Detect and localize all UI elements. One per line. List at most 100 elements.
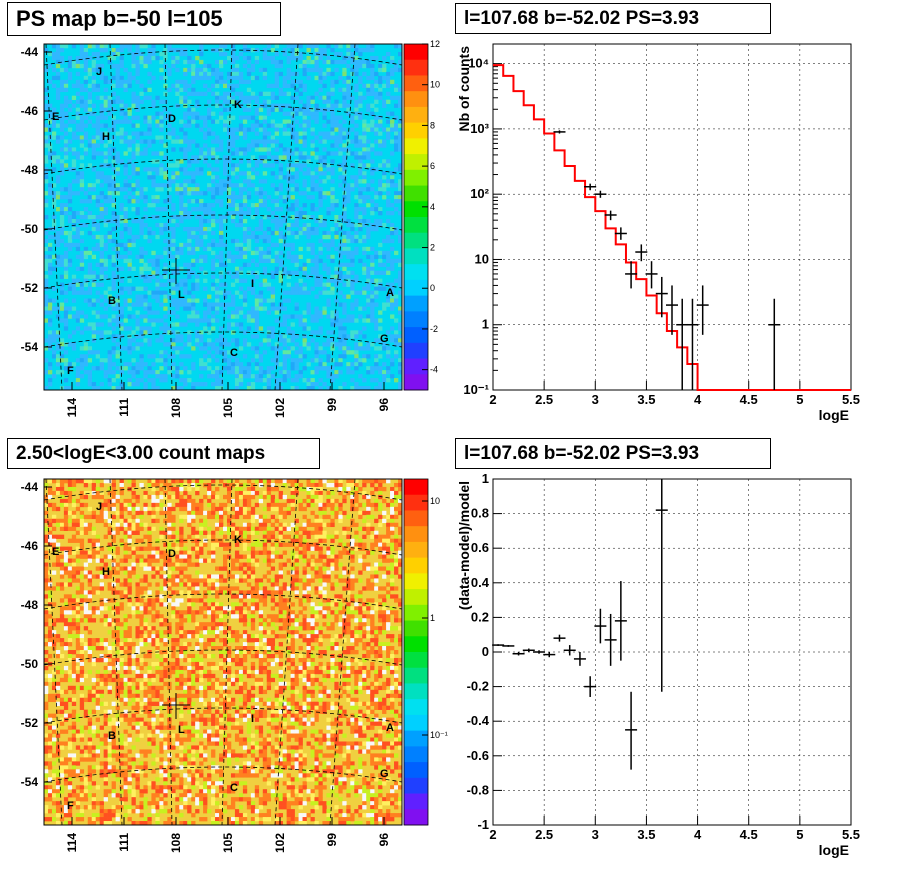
map-pixel [112,610,116,614]
map-pixel [147,143,151,147]
map-pixel [307,56,311,60]
map-pixel [84,68,88,72]
map-pixel [68,686,72,690]
map-pixel [243,211,247,215]
map-pixel [100,263,104,267]
map-pixel [263,306,267,310]
map-pixel [255,60,259,64]
map-pixel [219,219,223,223]
map-pixel [370,211,374,215]
map-pixel [80,511,84,515]
map-pixel [52,738,56,742]
map-pixel [76,642,80,646]
map-pixel [243,227,247,231]
map-pixel [263,163,267,167]
map-pixel [112,247,116,251]
map-pixel [96,116,100,120]
map-pixel [143,235,147,239]
map-pixel [299,151,303,155]
map-pixel [370,128,374,132]
map-pixel [159,318,163,322]
map-pixel [370,64,374,68]
map-pixel [295,271,299,275]
map-pixel [370,104,374,108]
map-pixel [370,310,374,314]
map-pixel [330,167,334,171]
map-pixel [120,658,124,662]
map-pixel [255,326,259,330]
map-pixel [104,330,108,334]
map-pixel [44,495,48,499]
map-pixel [108,690,112,694]
map-pixel [72,44,76,48]
map-pixel [291,163,295,167]
map-pixel [60,187,64,191]
map-pixel [243,147,247,151]
map-pixel [52,299,56,303]
map-pixel [60,346,64,350]
map-pixel [247,243,251,247]
map-pixel [362,358,366,362]
map-pixel [366,235,370,239]
map-pixel [203,354,207,358]
map-pixel [199,147,203,151]
map-pixel [108,362,112,366]
map-pixel [120,291,124,295]
source-label: B [108,295,116,307]
map-pixel [191,207,195,211]
map-pixel [311,330,315,334]
map-pixel [135,295,139,299]
map-pixel [76,64,80,68]
map-pixel [287,223,291,227]
map-pixel [263,279,267,283]
map-pixel [92,124,96,128]
map-pixel [60,112,64,116]
map-pixel [108,745,112,749]
map-pixel [390,223,394,227]
map-pixel [366,60,370,64]
map-pixel [80,187,84,191]
map-pixel [314,112,318,116]
map-pixel [96,215,100,219]
map-pixel [183,279,187,283]
map-pixel [386,350,390,354]
map-pixel [104,263,108,267]
map-pixel [116,678,120,682]
map-pixel [68,626,72,630]
map-pixel [120,734,124,738]
map-pixel [346,235,350,239]
map-pixel [394,191,398,195]
map-pixel [235,243,239,247]
map-pixel [72,714,76,718]
map-pixel [44,706,48,710]
map-pixel [247,362,251,366]
map-pixel [259,191,263,195]
map-pixel [207,358,211,362]
map-pixel [279,92,283,96]
map-pixel [362,131,366,135]
map-pixel [171,322,175,326]
map-pixel [104,143,108,147]
map-pixel [76,72,80,76]
map-pixel [139,358,143,362]
map-pixel [251,76,255,80]
map-pixel [68,670,72,674]
map-pixel [175,135,179,139]
source-label: D [168,113,176,125]
map-pixel [128,108,132,112]
map-pixel [299,131,303,135]
map-pixel [247,128,251,132]
map-pixel [211,147,215,151]
map-pixel [72,606,76,610]
map-pixel [358,92,362,96]
map-pixel [191,263,195,267]
map-pixel [88,738,92,742]
map-pixel [354,68,358,72]
map-pixel [163,92,167,96]
map-pixel [374,295,378,299]
map-pixel [44,682,48,686]
map-pixel [72,275,76,279]
map-pixel [175,163,179,167]
map-pixel [80,267,84,271]
map-pixel [354,100,358,104]
